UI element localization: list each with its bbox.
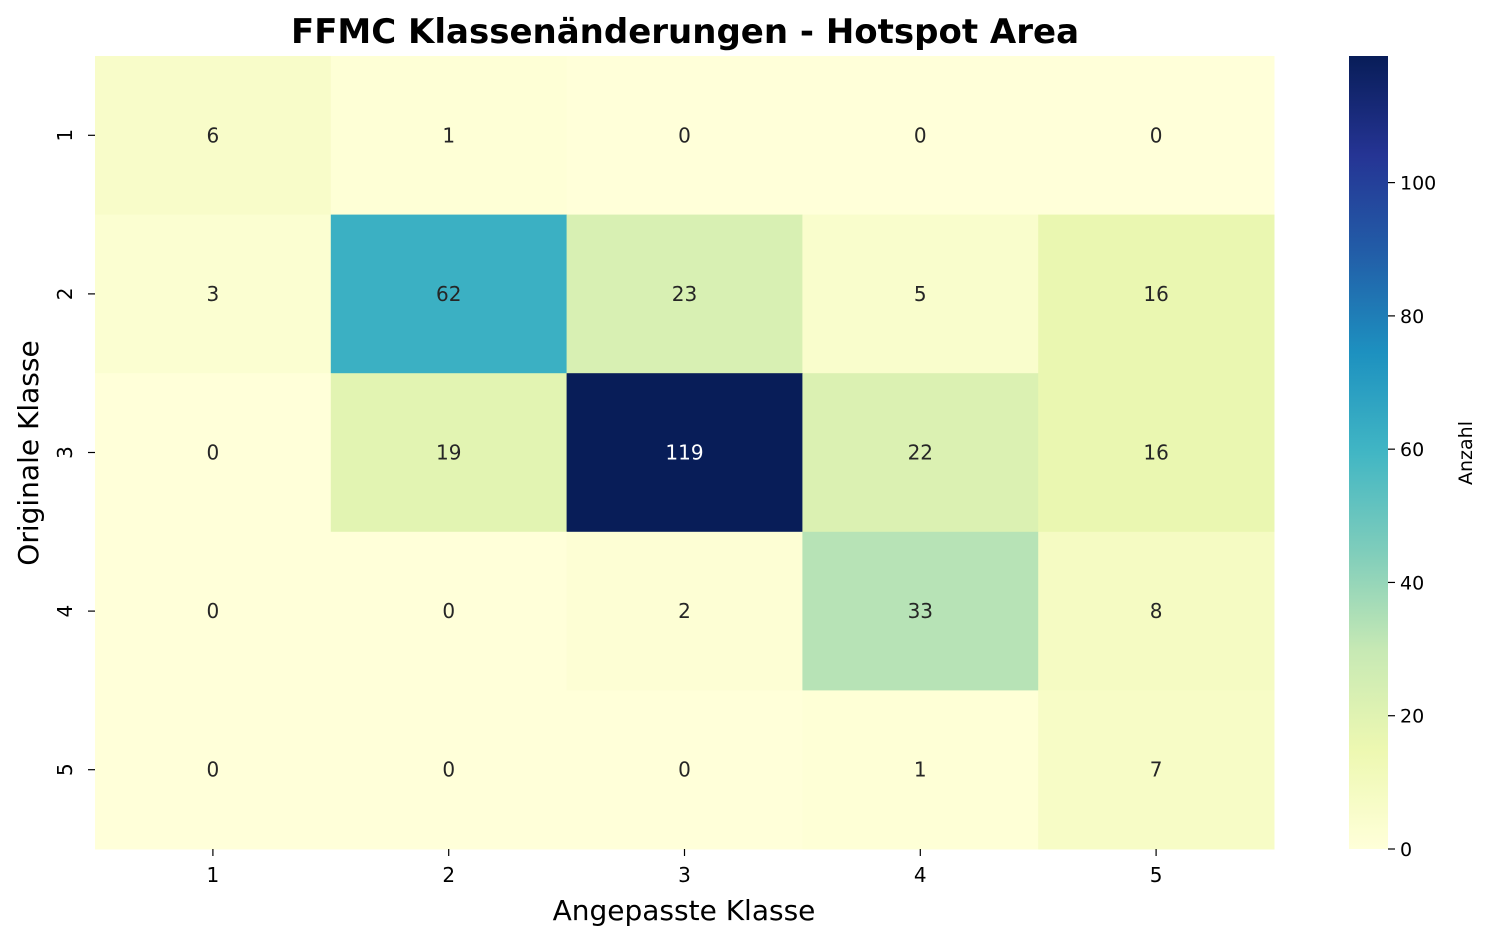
heatmap-cell xyxy=(802,56,1039,216)
colorbar-label: Anzahl xyxy=(1455,421,1477,485)
y-axis-label: Originale Klasse xyxy=(12,340,45,565)
y-tick-label: 3 xyxy=(53,446,77,459)
colorbar-tick-label: 100 xyxy=(1400,173,1436,195)
cell-value-label: 2 xyxy=(678,599,691,623)
x-tick-label: 5 xyxy=(1150,863,1163,887)
heatmap-cell xyxy=(566,214,803,374)
y-tick-label: 4 xyxy=(53,605,77,618)
heatmap-cell xyxy=(95,214,332,374)
x-tick-label: 4 xyxy=(914,863,927,887)
heatmap-cell xyxy=(1038,214,1275,374)
cell-value-label: 0 xyxy=(442,758,455,782)
heatmap-cell xyxy=(1038,373,1275,533)
cell-value-label: 1 xyxy=(914,758,927,782)
cell-value-label: 23 xyxy=(672,282,697,306)
cell-value-label: 7 xyxy=(1150,758,1163,782)
heatmap-cell xyxy=(802,531,1039,691)
cell-value-label: 0 xyxy=(207,441,220,465)
x-axis-label: Angepasste Klasse xyxy=(553,894,816,927)
cell-value-label: 6 xyxy=(207,123,220,147)
cell-value-label: 0 xyxy=(442,599,455,623)
x-tick-label: 2 xyxy=(442,863,455,887)
y-tick-label: 5 xyxy=(53,763,77,776)
heatmap-cell xyxy=(802,214,1039,374)
cell-value-label: 0 xyxy=(678,758,691,782)
cell-value-label: 0 xyxy=(207,599,220,623)
y-tick-label: 1 xyxy=(53,129,77,142)
heatmap-cell xyxy=(95,690,332,850)
heatmap-cell xyxy=(802,690,1039,850)
cell-value-label: 0 xyxy=(678,123,691,147)
cell-value-label: 119 xyxy=(665,441,703,465)
colorbar-gradient xyxy=(1349,56,1388,849)
cell-value-label: 16 xyxy=(1143,441,1168,465)
cell-value-label: 8 xyxy=(1150,599,1163,623)
colorbar-tick-label: 20 xyxy=(1400,706,1424,728)
colorbar: 0 20 40 60 80 100 Anzahl xyxy=(1349,56,1477,861)
cell-value-label: 62 xyxy=(436,282,461,306)
heatmap-cell xyxy=(95,56,332,216)
colorbar-tick-label: 40 xyxy=(1400,572,1424,594)
cell-value-label: 1 xyxy=(442,123,455,147)
heatmap-cell xyxy=(330,531,568,691)
cell-value-label: 0 xyxy=(1150,123,1163,147)
heatmap-cell xyxy=(95,531,332,691)
heatmap-cell xyxy=(330,56,568,216)
heatmap-cell xyxy=(566,56,803,216)
heatmap-cell xyxy=(1038,56,1275,216)
heatmap-cell xyxy=(566,373,803,533)
heatmap-cell xyxy=(1038,531,1275,691)
y-tick-label: 2 xyxy=(53,288,77,301)
colorbar-tick-label: 0 xyxy=(1400,839,1412,861)
colorbar-tick-label: 80 xyxy=(1400,306,1424,328)
heatmap-cell xyxy=(95,373,332,533)
cell-value-label: 0 xyxy=(207,758,220,782)
cell-value-label: 16 xyxy=(1143,282,1168,306)
colorbar-tick-label: 60 xyxy=(1400,439,1424,461)
heatmap-cells: 6 1 0 0 0 3 62 23 5 16 0 19 119 22 16 0 0 2 33 8 0 0 0 1 7 xyxy=(95,56,1275,850)
x-axis-ticks: 1 2 3 4 5 xyxy=(207,849,1163,887)
y-axis-ticks: 1 2 3 4 5 xyxy=(53,129,95,776)
chart-title: FFMC Klassenänderungen - Hotspot Area xyxy=(291,12,1079,52)
colorbar-ticks: 0 20 40 60 80 100 xyxy=(1388,173,1436,861)
x-tick-label: 3 xyxy=(678,863,691,887)
cell-value-label: 19 xyxy=(436,441,461,465)
heatmap-cell xyxy=(330,690,568,850)
cell-value-label: 22 xyxy=(908,441,933,465)
heatmap-cell xyxy=(1038,690,1275,850)
cell-value-label: 0 xyxy=(914,123,927,147)
heatmap-cell xyxy=(802,373,1039,533)
cell-value-label: 33 xyxy=(908,599,933,623)
heatmap-cell xyxy=(330,214,568,374)
x-tick-label: 1 xyxy=(207,863,220,887)
cell-value-label: 5 xyxy=(914,282,927,306)
cell-value-label: 3 xyxy=(207,282,220,306)
heatmap-cell xyxy=(566,690,803,850)
heatmap-cell xyxy=(566,531,803,691)
heatmap-cell xyxy=(330,373,568,533)
